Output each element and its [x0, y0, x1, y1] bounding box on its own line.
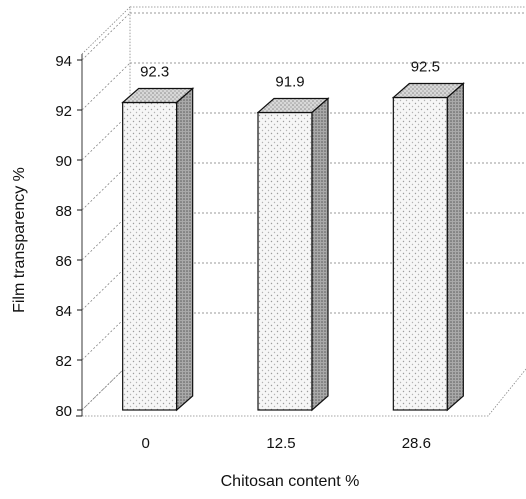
bar-front	[122, 101, 178, 411]
gridline-diagonal	[81, 362, 131, 411]
gridline-diagonal	[81, 12, 131, 61]
y-tick-label: 86	[55, 253, 72, 270]
gridline-diagonal	[81, 162, 131, 211]
bars	[121, 82, 465, 412]
x-axis-title: Chitosan content %	[221, 473, 360, 490]
x-tick-label: 0	[141, 435, 149, 452]
gridline-diagonal	[81, 212, 131, 261]
x-tick-label: 12.5	[266, 435, 295, 452]
x-tick-labels: 0 12.5 28.6	[141, 435, 430, 452]
y-tick-labels: 80 82 84 86 88 90 92 94	[55, 53, 82, 420]
bar-side	[446, 82, 464, 412]
data-labels: 92.3 91.9 92.5	[140, 59, 440, 91]
bar	[391, 82, 465, 412]
data-label: 92.5	[411, 59, 440, 76]
y-tick-label: 92	[55, 103, 72, 120]
x-tick-label: 28.6	[402, 435, 431, 452]
gridline-diagonal	[81, 262, 131, 311]
bar-front	[392, 96, 448, 411]
bar	[256, 97, 330, 412]
y-tick-label: 80	[55, 403, 72, 420]
y-tick-label: 94	[55, 53, 72, 70]
y-tick-label: 88	[55, 203, 72, 220]
gridline-diagonal	[81, 62, 131, 111]
y-tick-label: 84	[55, 303, 72, 320]
bar-side	[176, 87, 194, 412]
bar-side	[311, 97, 329, 412]
y-axis-title: Film transparency %	[11, 167, 28, 313]
floor-edge	[82, 368, 526, 417]
y-tick-label: 90	[55, 153, 72, 170]
data-label: 92.3	[140, 64, 169, 81]
gridline-diagonal	[81, 312, 131, 361]
data-label: 91.9	[275, 74, 304, 91]
y-tick-label: 82	[55, 353, 72, 370]
gridline-diagonal	[81, 112, 131, 161]
bar-front	[257, 111, 313, 411]
bar	[121, 87, 195, 412]
